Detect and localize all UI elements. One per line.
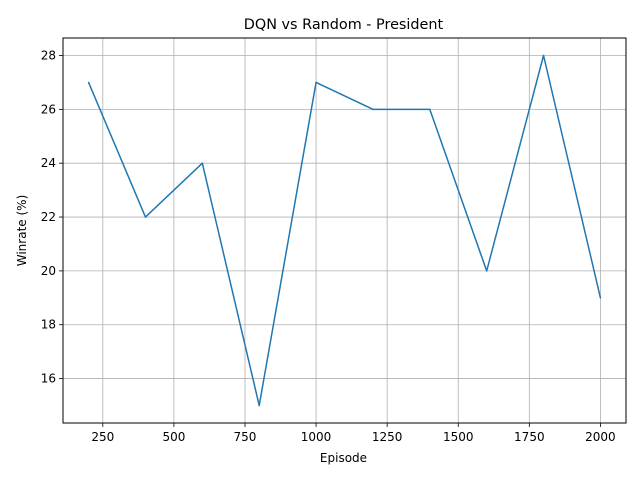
chart-title: DQN vs Random - President [244,17,444,33]
data-point [485,270,488,272]
data-point [144,216,147,218]
y-tick-label: 18 [41,318,56,332]
x-tick-label: 500 [162,430,185,444]
data-point [429,108,431,111]
y-tick-label: 22 [41,210,56,224]
y-axis-ticks: 16 18 20 22 24 26 28 [41,49,63,386]
y-tick-label: 20 [41,264,56,278]
data-point [201,162,204,164]
x-axis-label: Episode [320,451,367,465]
y-tick-label: 16 [41,372,56,386]
data-point [258,404,260,407]
data-point [599,297,602,299]
y-axis-label: Winrate (%) [15,195,29,267]
x-tick-label: 1500 [443,430,474,444]
series-layer [87,54,602,407]
plot-frame [62,37,627,424]
x-tick-label: 750 [234,430,257,444]
x-tick-label: 2000 [585,430,616,444]
x-tick-label: 1000 [301,430,332,444]
x-tick-label: 250 [91,430,114,444]
x-tick-label: 1750 [514,430,545,444]
data-point [315,81,317,84]
x-tick-label: 1250 [372,430,403,444]
data-point [372,108,374,111]
data-point [87,81,90,84]
y-tick-label: 24 [41,156,56,170]
series-line [87,54,602,407]
y-tick-label: 28 [41,49,56,63]
data-point [542,54,545,57]
y-tick-label: 26 [41,102,56,116]
x-axis-ticks: 250 500 750 1000 1250 1500 1750 2000 [91,423,616,444]
grid-lines [63,38,626,423]
